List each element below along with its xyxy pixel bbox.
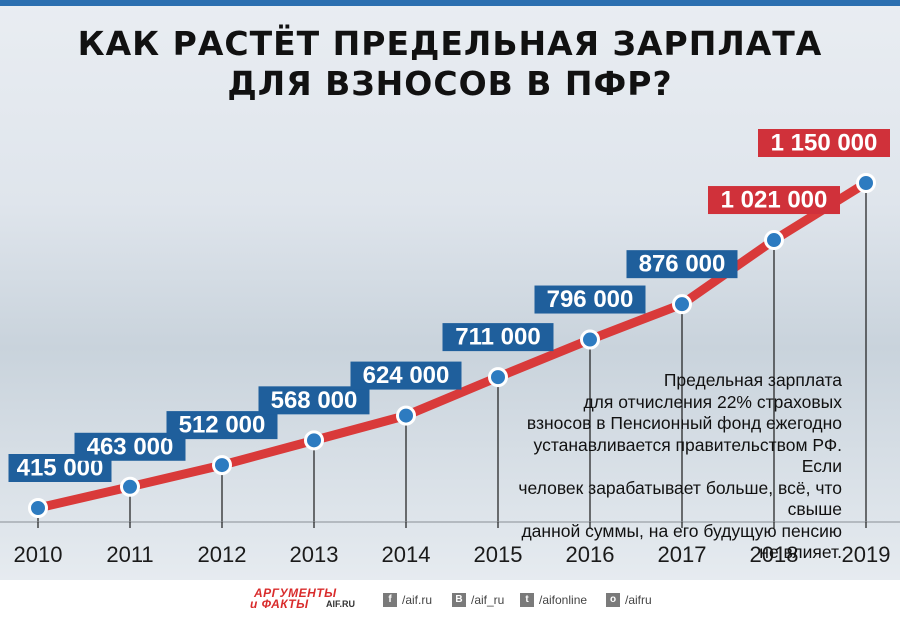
- title-line-2: ДЛЯ ВЗНОСОВ В ПФР?: [227, 64, 673, 103]
- footer: [0, 580, 900, 617]
- note-line: устанавливается правительством РФ. Если: [533, 434, 842, 477]
- social-handle: /aifonline: [539, 593, 588, 607]
- social-handle: /aifru: [625, 593, 652, 607]
- value-label-box: [758, 129, 890, 157]
- explanatory-note: Предельная зарплата для отчисления 22% с…: [500, 370, 842, 564]
- note-line: Предельная зарплата: [663, 370, 842, 390]
- x-tick-label: 2016: [566, 542, 615, 567]
- value-label: 1 150 000: [771, 130, 878, 157]
- value-label-box: [350, 361, 462, 390]
- leader-lines: [37, 183, 867, 522]
- value-label: 1 021 000: [721, 187, 828, 214]
- x-tick-label: 2010: [14, 542, 63, 567]
- x-tick-label: 2012: [198, 542, 247, 567]
- note-line: человек зарабатывает больше, всё, что св…: [518, 477, 842, 520]
- x-axis: 2010 2011 2012 2013 2014 2015 2016 2017 2018 2019: [0, 521, 900, 567]
- data-point: [580, 329, 600, 350]
- value-label: 512 000: [179, 412, 266, 439]
- data-markers: [28, 173, 876, 518]
- data-point: [488, 367, 508, 388]
- value-label-box: [626, 250, 738, 279]
- page-title: КАК РАСТЁТ ПРЕДЕЛЬНАЯ ЗАРПЛАТА ДЛЯ ВЗНОС…: [0, 24, 900, 104]
- value-label: 568 000: [271, 387, 358, 414]
- x-tick-label: 2017: [658, 542, 707, 567]
- data-point: [856, 173, 876, 193]
- value-label-box: [708, 186, 840, 215]
- x-tick-label: 2019: [842, 542, 891, 567]
- note-line: для отчисления 22% страховых: [583, 391, 842, 412]
- aif-logo[interactable]: АРГУМЕНТЫ и ФАКТЫ AIF.RU: [250, 586, 374, 612]
- x-tick-label: 2018: [750, 542, 799, 567]
- title-line-1: КАК РАСТЁТ ПРЕДЕЛЬНАЯ ЗАРПЛАТА: [77, 24, 823, 63]
- logo-site: AIF.RU: [326, 599, 355, 609]
- social-odnoklassniki[interactable]: о /aifru: [606, 592, 652, 608]
- top-accent-bar: [0, 0, 900, 6]
- x-tick-label: 2011: [106, 542, 153, 567]
- logo-line-2: и ФАКТЫ: [250, 597, 309, 611]
- logo-line-1: АРГУМЕНТЫ: [254, 586, 337, 600]
- value-label-box: [442, 323, 554, 352]
- value-label: 711 000: [455, 324, 540, 351]
- social-twitter[interactable]: t /aifonline: [520, 592, 587, 608]
- x-tick-label: 2013: [290, 542, 339, 567]
- data-point: [304, 430, 324, 451]
- twitter-icon: t: [520, 593, 534, 607]
- data-point: [120, 476, 140, 497]
- note-line: данной суммы, на его будущую пенсию не в…: [521, 520, 842, 563]
- value-label-box: [258, 386, 370, 415]
- vk-icon: B: [452, 593, 466, 607]
- social-facebook[interactable]: f /aif.ru: [383, 592, 432, 608]
- social-handle: /aif.ru: [402, 593, 433, 607]
- value-label: 463 000: [87, 433, 174, 460]
- value-label-box: [534, 285, 646, 314]
- value-label: 876 000: [639, 251, 726, 278]
- data-point: [212, 455, 232, 476]
- note-line: взносов в Пенсионный фонд ежегодно: [526, 413, 842, 433]
- x-tick-label: 2015: [474, 542, 523, 567]
- data-point: [672, 294, 692, 315]
- social-vk[interactable]: B /aif_ru: [452, 592, 504, 608]
- facebook-icon: f: [383, 593, 397, 607]
- social-handle: /aif_ru: [471, 593, 505, 607]
- x-tick-label: 2014: [382, 542, 431, 567]
- value-label-box: [166, 411, 278, 440]
- data-point: [28, 498, 48, 518]
- value-label: 624 000: [363, 362, 450, 389]
- odnoklassniki-icon: о: [606, 593, 620, 607]
- value-label: 796 000: [547, 286, 634, 313]
- data-point: [764, 230, 784, 251]
- data-point: [396, 405, 416, 426]
